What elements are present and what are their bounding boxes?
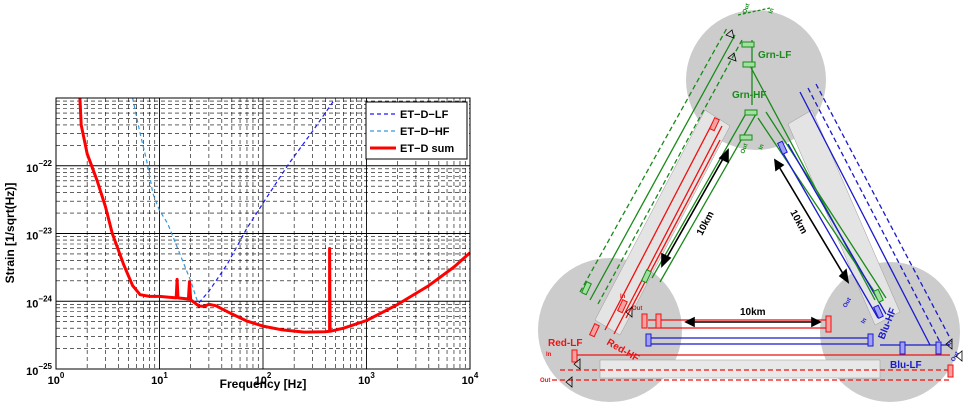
port-label-in: In: [620, 294, 626, 300]
port-label-in: In: [758, 143, 766, 150]
x-tick-base: 10: [48, 375, 60, 387]
red-left-arm: [604, 121, 723, 335]
distance-label-bottom: 10km: [740, 307, 766, 318]
mirror: [947, 364, 954, 378]
x-tick-label: 104: [462, 371, 479, 387]
x-tick-exp: 2: [267, 371, 272, 380]
distance-label-left: 10km: [695, 210, 717, 238]
port-label-out: Out: [740, 143, 749, 155]
detector-label-grn-hf: Grn-HF: [732, 90, 766, 101]
right-arm-tube: [787, 109, 901, 326]
x-axis-label: Frequency [Hz]: [220, 377, 307, 391]
port-label-out: Out: [843, 297, 853, 309]
y-tick-base: 10: [26, 231, 38, 243]
y-tick-label: 10−23: [26, 227, 52, 243]
series-layer: [78, 97, 471, 334]
x-tick-label: 101: [151, 371, 168, 387]
mirror: [935, 341, 942, 355]
x-tick-exp: 3: [370, 371, 375, 380]
port-label-in: In: [768, 7, 776, 14]
mirror: [776, 140, 788, 155]
mirror: [872, 304, 884, 319]
mirror: [867, 333, 874, 347]
detector-label-grn-lf: Grn-LF: [758, 50, 791, 61]
beam-splitter-markers: [565, 29, 963, 388]
port-label-in: In: [947, 339, 955, 347]
mirror: [744, 109, 758, 116]
y-tick-exp: −22: [38, 159, 52, 168]
x-tick-exp: 1: [163, 371, 168, 380]
x-tick-base: 10: [151, 375, 163, 387]
y-tick-label: 10−25: [26, 362, 52, 378]
mirror: [645, 333, 652, 347]
y-tick-base: 10: [26, 298, 38, 310]
x-tick-exp: 0: [60, 371, 65, 380]
green-left-arm: [579, 27, 757, 305]
port-label-out: Out: [540, 378, 550, 384]
port-label-in: In: [546, 352, 552, 358]
port-label-out: Out: [742, 3, 751, 15]
series-line-1: [132, 97, 200, 305]
y-tick-label: 10−22: [26, 159, 52, 175]
green-stub: [737, 7, 771, 105]
sensitivity-chart: 100 101 102 103 104 10−25 10−24 10−23 10−22 Freq…: [0, 0, 480, 411]
port-label-out: Out: [632, 306, 642, 312]
mirror-boxes: [571, 41, 954, 378]
et-triangle-diagram: 10km 10km 10km Grn-LF Grn-HF Red-LF Red-…: [520, 0, 966, 411]
mirror: [580, 281, 592, 296]
x-tick-label: 100: [48, 371, 65, 387]
mirror: [655, 313, 662, 329]
detector-label-blu-lf: Blu-LF: [890, 360, 922, 371]
x-tick-base: 10: [462, 375, 474, 387]
port-label-out: Out: [951, 351, 961, 363]
mirror: [708, 117, 720, 132]
mirror: [641, 313, 648, 329]
blue-lines: [648, 83, 951, 346]
top-station: [686, 10, 826, 150]
y-tick-exp: −25: [38, 362, 52, 371]
y-tick-base: 10: [26, 366, 38, 378]
legend-label-0: ET−D−LF: [400, 109, 449, 121]
x-tick-label: 103: [358, 371, 375, 387]
red-bottom-arm: [552, 319, 950, 381]
mirror: [825, 315, 832, 333]
y-tick-label: 10−24: [26, 294, 52, 310]
series-line-0: [198, 100, 334, 304]
arrow-right-arm: [774, 159, 849, 283]
arrow-left-arm: [661, 149, 729, 267]
series-line-2: [78, 97, 471, 334]
y-tick-exp: −23: [38, 227, 52, 236]
mirror: [571, 349, 578, 363]
detector-label-red-lf: Red-LF: [548, 338, 582, 349]
mirror: [742, 61, 756, 68]
bottom-arm-tube: [599, 359, 881, 379]
grid: [55, 98, 470, 370]
left-arm-tube: [594, 109, 731, 336]
mirror: [741, 41, 755, 48]
x-tick-label: 102: [255, 371, 272, 387]
distance-arrows: [661, 148, 850, 328]
mirror: [872, 288, 884, 303]
x-tick-base: 10: [358, 375, 370, 387]
mirror: [616, 299, 628, 314]
mirror: [588, 323, 600, 338]
diagram-svg: 10km 10km 10km Grn-LF Grn-HF Red-LF Red-…: [538, 3, 963, 402]
y-tick-base: 10: [26, 163, 38, 175]
legend: ET−D−LF ET−D−HF ET−D sum: [365, 101, 468, 160]
y-axis-label: Strain [1/sqrt(Hz)]: [3, 183, 17, 284]
mirror: [899, 341, 906, 355]
x-tick-exp: 4: [474, 371, 479, 380]
mirror: [739, 134, 753, 141]
y-tick-exp: −24: [38, 294, 52, 303]
green-right-arm: [747, 61, 887, 301]
x-tick-base: 10: [255, 375, 267, 387]
plot-frame: [55, 97, 471, 370]
mirror: [640, 269, 652, 284]
legend-label-1: ET−D−HF: [400, 126, 450, 138]
legend-label-2: ET−D sum: [400, 143, 454, 155]
port-label-in: In: [861, 317, 869, 325]
